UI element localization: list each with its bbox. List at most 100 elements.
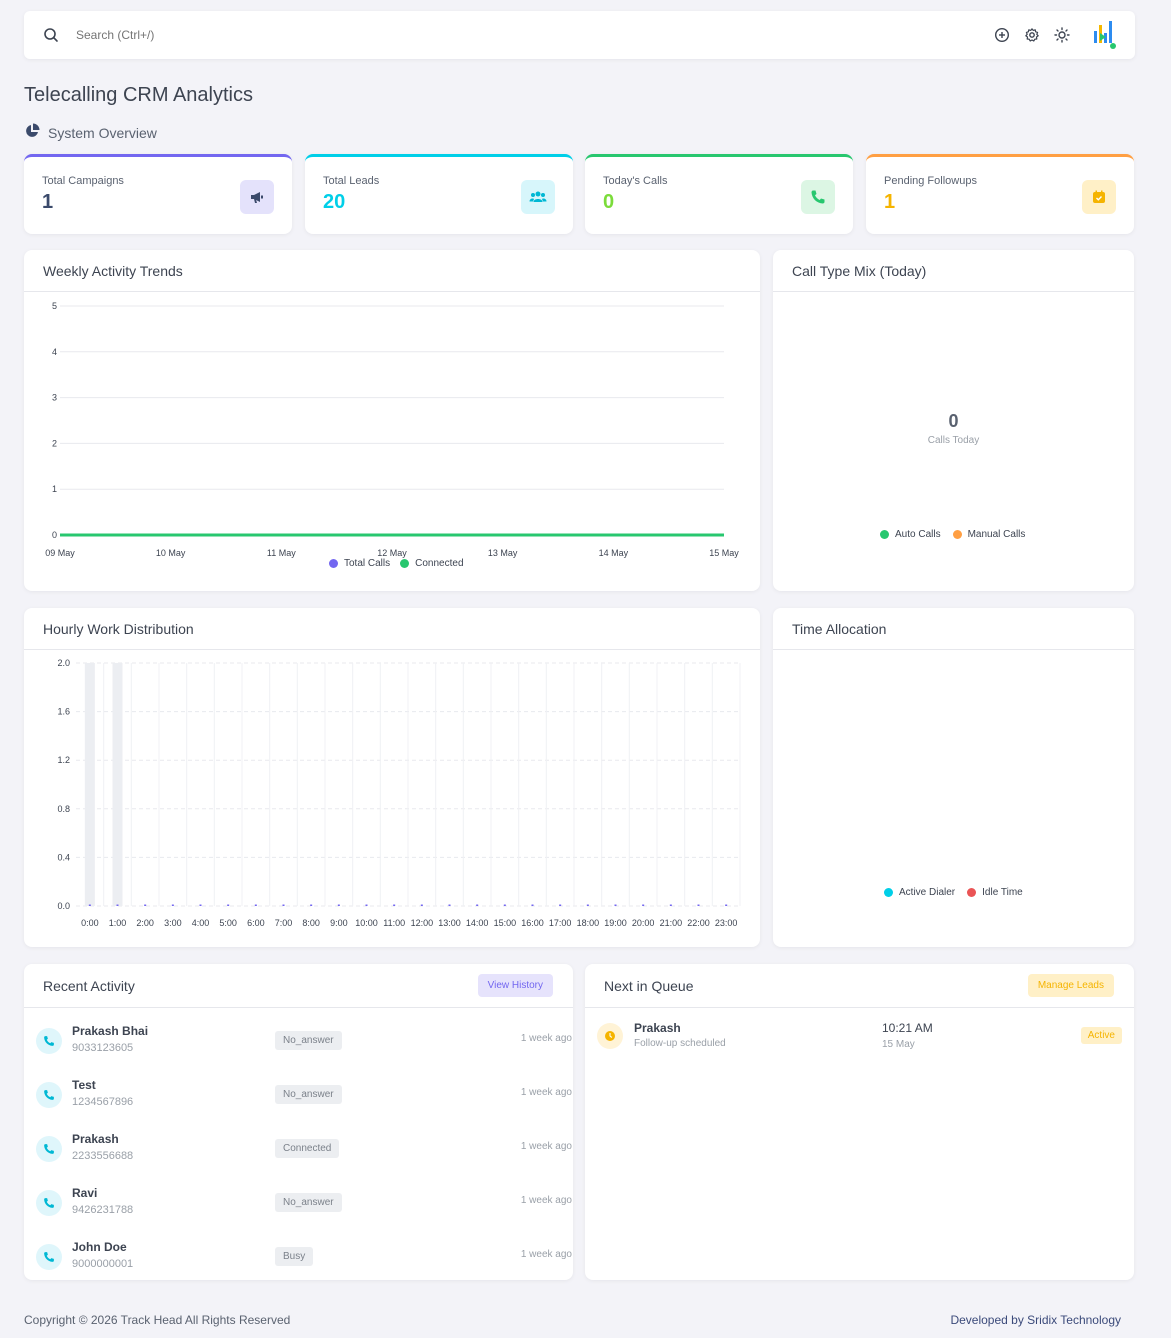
footer-developer-link[interactable]: Developed by Sridix Technology	[950, 1313, 1121, 1327]
search-icon[interactable]	[42, 26, 60, 44]
call-status-badge: Connected	[275, 1139, 340, 1158]
x-tick-label: 3:00	[164, 918, 182, 928]
stat-value: 0	[603, 191, 615, 213]
calendar-check-icon	[1082, 180, 1116, 214]
activity-time: 1 week ago	[520, 1249, 572, 1260]
legend-dot-active	[884, 888, 893, 897]
phone-icon	[36, 1082, 62, 1108]
hour-bar	[171, 904, 174, 906]
card-title: Weekly Activity Trends	[43, 262, 183, 279]
call-status-badge: No_answer	[275, 1031, 342, 1050]
y-tick-label: 0.4	[57, 852, 70, 862]
add-circle-icon[interactable]	[993, 26, 1011, 44]
stat-label: Total Leads	[323, 175, 380, 187]
hour-bar	[476, 904, 479, 906]
y-tick-label: 2.0	[57, 658, 70, 668]
contact-phone: 2233556688	[72, 1150, 134, 1162]
legend-dot-total-calls	[329, 559, 338, 568]
phone-icon	[36, 1190, 62, 1216]
queue-name: Prakash	[634, 1021, 681, 1035]
x-tick-label: 21:00	[660, 918, 683, 928]
legend-dot-idle	[967, 888, 977, 897]
sun-icon[interactable]	[1053, 26, 1071, 44]
contact-name: John Doe	[72, 1240, 127, 1254]
time-allocation-legend: Active Dialer Idle Time	[884, 887, 1023, 898]
x-tick-label: 1:00	[109, 918, 127, 928]
x-tick-label: 11 May	[267, 548, 296, 558]
y-tick-label: 0.8	[57, 804, 70, 814]
legend-label: Manual Calls	[967, 529, 1026, 540]
megaphone-icon	[240, 180, 274, 214]
legend-label: Idle Time	[982, 887, 1023, 898]
x-tick-label: 13:00	[438, 918, 461, 928]
search-input[interactable]	[76, 28, 476, 42]
manage-leads-button[interactable]: Manage Leads	[1027, 974, 1114, 997]
list-item[interactable]: Test 1234567896 No_answer 1 week ago	[36, 1075, 572, 1115]
x-tick-label: 10 May	[156, 548, 186, 558]
activity-time: 1 week ago	[520, 1195, 572, 1206]
hour-bar	[310, 904, 313, 906]
list-item[interactable]: John Doe 9000000001 Busy 1 week ago	[36, 1237, 572, 1277]
hourly-distribution-card: Hourly Work Distribution 0.0 0.4 0.8 1.2 1.6…	[24, 608, 760, 947]
weekly-line-chart: 0 1 2 3 4 5 09 May 10 May 11 May 12 May 13 May 14 M…	[45, 301, 739, 558]
phone-icon	[36, 1028, 62, 1054]
hour-bar	[697, 904, 700, 906]
x-tick-label: 8:00	[302, 918, 320, 928]
y-tick-label: 2	[52, 438, 57, 448]
clock-icon	[597, 1023, 623, 1049]
card-title: Recent Activity	[43, 977, 135, 994]
stat-label: Pending Followups	[884, 175, 977, 187]
x-tick-label: 09 May	[45, 548, 75, 558]
phone-icon	[36, 1136, 62, 1162]
hour-bar	[531, 904, 534, 906]
hour-highlight-bar	[84, 663, 95, 906]
hour-bar	[642, 904, 645, 906]
x-tick-label: 14:00	[466, 918, 489, 928]
hour-bar	[669, 904, 672, 906]
calls-today-value: 0	[948, 411, 959, 431]
contact-phone: 9033123605	[72, 1042, 134, 1054]
hour-bar	[503, 904, 506, 906]
x-tick-label: 17:00	[549, 918, 572, 928]
x-tick-label: 14 May	[599, 548, 629, 558]
legend-label: Total Calls	[344, 558, 391, 569]
y-tick-label: 4	[52, 347, 57, 357]
list-item[interactable]: Ravi 9426231788 No_answer 1 week ago	[36, 1183, 572, 1223]
stat-label: Total Campaigns	[42, 175, 124, 187]
queue-item[interactable]: Prakash Follow-up scheduled 10:21 AM 15 …	[597, 1021, 1122, 1062]
queue-time: 10:21 AM	[882, 1021, 933, 1035]
x-tick-label: 13 May	[488, 548, 518, 558]
hour-bar	[725, 904, 728, 906]
list-item[interactable]: Prakash 2233556688 Connected 1 week ago	[36, 1129, 572, 1169]
view-history-button[interactable]: View History	[477, 974, 553, 997]
hour-bar	[614, 904, 617, 906]
gear-icon[interactable]	[1023, 26, 1041, 44]
call-status-badge: No_answer	[275, 1085, 342, 1104]
brand-logo[interactable]	[1091, 19, 1119, 51]
hour-bar	[337, 904, 340, 906]
card-header: Hourly Work Distribution	[24, 608, 760, 650]
x-tick-label: 15 May	[709, 548, 739, 558]
footer-copyright: Copyright © 2026 Track Head All Rights R…	[24, 1313, 291, 1327]
stat-value: 1	[42, 191, 54, 213]
card-title: Call Type Mix (Today)	[792, 262, 927, 279]
queue-subtext: Follow-up scheduled	[634, 1038, 726, 1049]
x-tick-label: 22:00	[687, 918, 710, 928]
x-tick-label: 9:00	[330, 918, 348, 928]
card-header: Next in Queue Manage Leads	[585, 964, 1134, 1008]
card-title: Next in Queue	[604, 977, 694, 994]
stat-value: 20	[323, 191, 346, 213]
legend-label: Active Dialer	[899, 887, 956, 898]
contact-name: Prakash Bhai	[72, 1024, 149, 1038]
next-queue-card: Next in Queue Manage Leads Prakash Follo…	[585, 964, 1134, 1280]
x-tick-label: 16:00	[521, 918, 544, 928]
list-item[interactable]: Prakash Bhai 9033123605 No_answer 1 week ag…	[36, 1021, 572, 1061]
x-tick-label: 6:00	[247, 918, 265, 928]
legend-dot-manual	[952, 530, 962, 539]
x-tick-label: 19:00	[604, 918, 627, 928]
top-navbar	[24, 11, 1135, 59]
calls-today-label: Calls Today	[927, 435, 980, 446]
activity-time: 1 week ago	[520, 1087, 572, 1098]
x-tick-label: 20:00	[632, 918, 655, 928]
card-header: Weekly Activity Trends	[24, 250, 760, 292]
